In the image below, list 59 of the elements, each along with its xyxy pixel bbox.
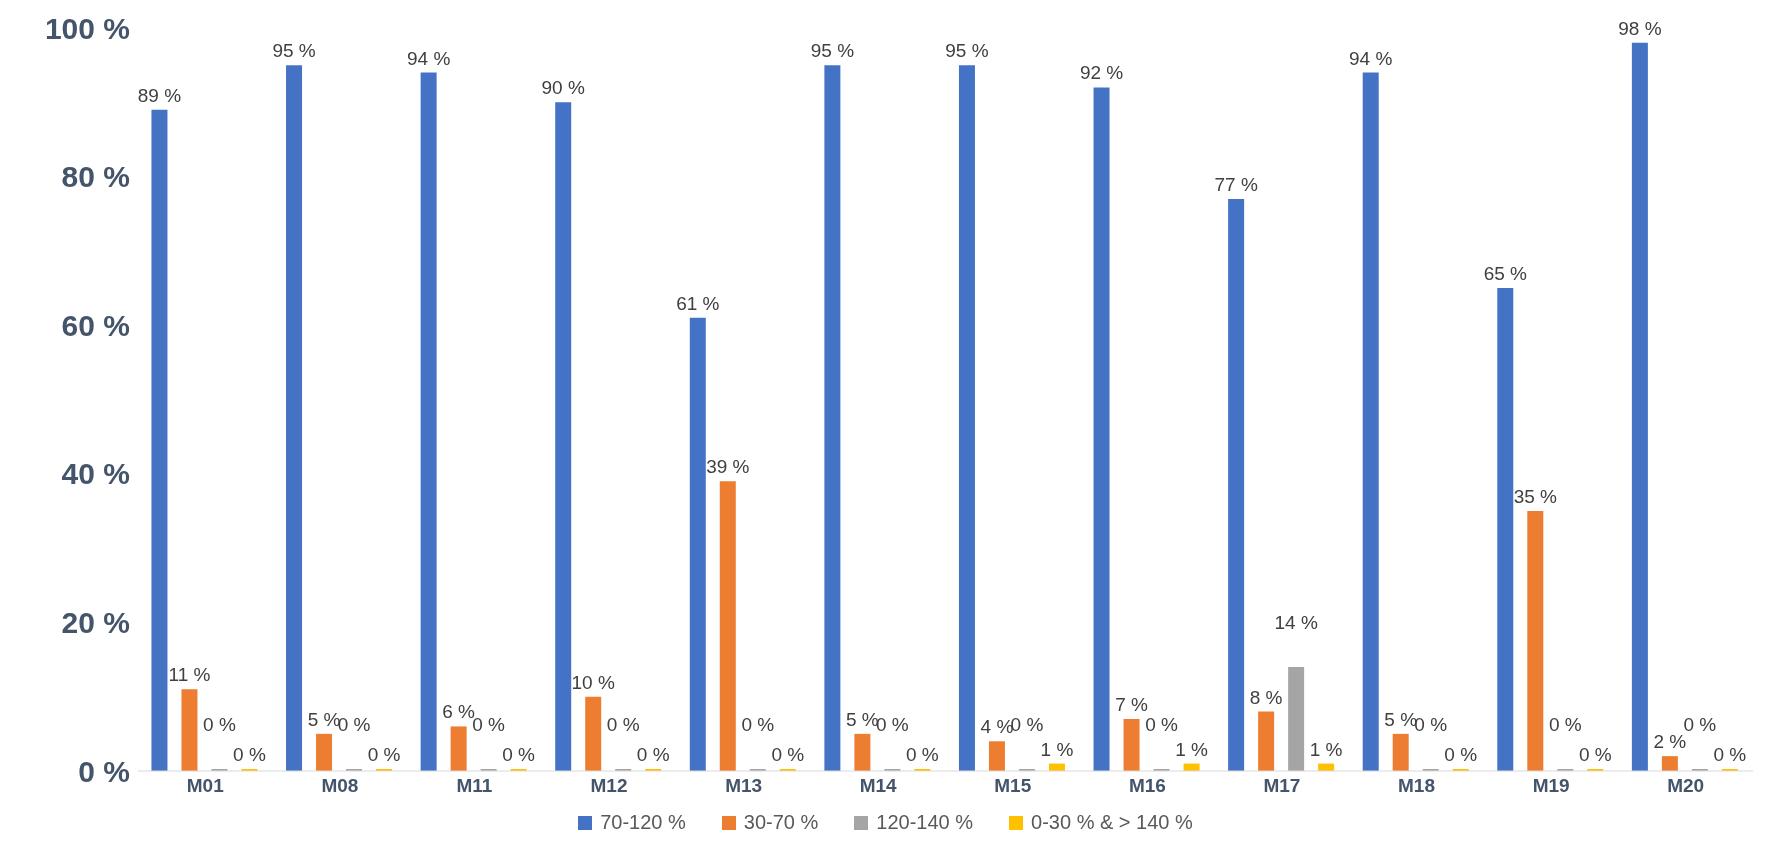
x-tick-label: M08 xyxy=(321,775,359,797)
data-label: 39 % xyxy=(706,456,750,478)
y-tick-label: 40 % xyxy=(61,457,130,491)
data-label: 92 % xyxy=(1079,62,1124,84)
x-tick-label: M19 xyxy=(1532,775,1570,797)
x-tick-label: M18 xyxy=(1398,775,1436,797)
legend-label: 30-70 % xyxy=(743,811,819,834)
data-label: 0 % xyxy=(367,744,401,765)
data-label: 1 % xyxy=(1309,738,1343,760)
data-label: 95 % xyxy=(272,40,316,62)
data-label: 0 % xyxy=(203,714,236,735)
data-label: 0 % xyxy=(233,744,266,765)
data-label: 94 % xyxy=(406,47,451,69)
data-label: 0 % xyxy=(741,714,775,735)
legend-label: 70-120 % xyxy=(600,811,686,834)
x-tick-label: M16 xyxy=(1128,775,1166,797)
x-tick-label: M11 xyxy=(456,775,493,797)
data-label: 35 % xyxy=(1513,485,1558,507)
data-label: 0 % xyxy=(502,744,536,765)
data-label: 0 % xyxy=(1145,714,1179,735)
y-tick-label: 80 % xyxy=(61,160,130,194)
y-tick-label: 0 % xyxy=(78,754,130,788)
data-label: 11 % xyxy=(168,664,211,686)
data-label: 0 % xyxy=(771,744,805,765)
data-label: 0 % xyxy=(906,744,939,765)
data-label: 98 % xyxy=(1618,17,1662,39)
data-label: 1 % xyxy=(1040,738,1074,760)
x-tick-label: M12 xyxy=(590,775,628,797)
data-label: 65 % xyxy=(1483,263,1528,285)
x-tick-label: M20 xyxy=(1667,775,1705,797)
data-label: 90 % xyxy=(541,77,585,99)
data-label: 8 % xyxy=(1249,686,1283,708)
x-tick-label: M17 xyxy=(1263,775,1301,797)
data-label: 0 % xyxy=(1578,744,1612,765)
x-tick-label: M01 xyxy=(186,775,225,797)
y-tick-label: 60 % xyxy=(61,308,130,342)
data-label: 7 % xyxy=(1115,693,1149,715)
legend-label: 0-30 % & > 140 % xyxy=(1031,811,1193,834)
data-label: 0 % xyxy=(1548,714,1582,735)
data-label: 89 % xyxy=(137,84,182,106)
y-tick-label: 20 % xyxy=(61,606,130,640)
data-label: 94 % xyxy=(1349,47,1393,69)
data-label: 0 % xyxy=(1444,744,1478,765)
y-tick-label: 100 % xyxy=(44,11,130,45)
x-tick-label: M13 xyxy=(725,775,763,797)
data-label: 95 % xyxy=(945,40,989,62)
data-label: 0 % xyxy=(606,714,640,735)
data-label: 61 % xyxy=(676,292,720,314)
data-label: 77 % xyxy=(1214,173,1258,195)
data-label: 95 % xyxy=(810,40,855,62)
data-label: 10 % xyxy=(571,671,615,693)
data-label: 0 % xyxy=(1713,744,1747,765)
data-label: 14 % xyxy=(1274,611,1318,633)
x-tick-label: M15 xyxy=(994,775,1032,797)
data-label: 0 % xyxy=(876,714,909,735)
data-label: 0 % xyxy=(636,744,670,765)
x-tick-label: M14 xyxy=(859,775,898,797)
legend-label: 120-140 % xyxy=(876,811,974,834)
data-label: 1 % xyxy=(1175,738,1209,760)
